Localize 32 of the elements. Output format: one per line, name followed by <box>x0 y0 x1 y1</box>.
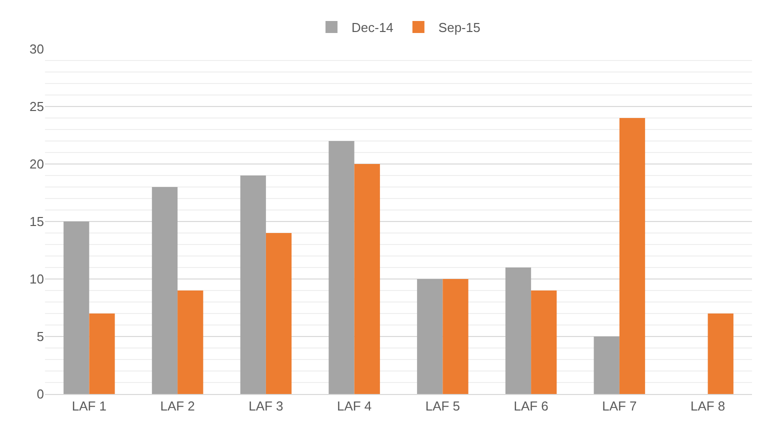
bar <box>152 187 178 394</box>
x-tick-label: LAF 1 <box>72 398 107 414</box>
y-tick-label: 20 <box>30 156 44 172</box>
legend-label: Dec-14 <box>352 20 394 36</box>
x-tick-label: LAF 2 <box>160 398 195 414</box>
y-tick-label: 25 <box>30 99 44 114</box>
bar <box>178 290 204 394</box>
bar <box>266 233 292 394</box>
bar <box>505 268 532 394</box>
x-tick-label: LAF 5 <box>425 398 460 414</box>
bar <box>89 314 115 394</box>
bar <box>708 314 734 394</box>
x-tick-label: LAF 3 <box>248 398 284 414</box>
bar <box>354 164 380 394</box>
bar <box>531 290 557 394</box>
x-tick-label: LAF 4 <box>336 398 372 414</box>
bar <box>442 279 468 394</box>
y-tick-label: 10 <box>30 272 44 287</box>
bar <box>328 141 354 394</box>
y-tick-label: 0 <box>36 386 44 402</box>
legend-label: Sep-15 <box>438 20 480 36</box>
y-tick-label: 30 <box>30 42 44 57</box>
bar <box>619 118 646 394</box>
y-tick-label: 15 <box>30 214 44 230</box>
bar <box>64 222 90 394</box>
bar <box>417 279 443 394</box>
x-tick-label: LAF 6 <box>514 398 548 414</box>
bar <box>240 176 266 394</box>
bar <box>594 336 620 394</box>
y-tick-label: 5 <box>36 329 44 344</box>
x-tick-label: LAF 8 <box>690 398 726 414</box>
x-tick-label: LAF 7 <box>602 398 637 414</box>
